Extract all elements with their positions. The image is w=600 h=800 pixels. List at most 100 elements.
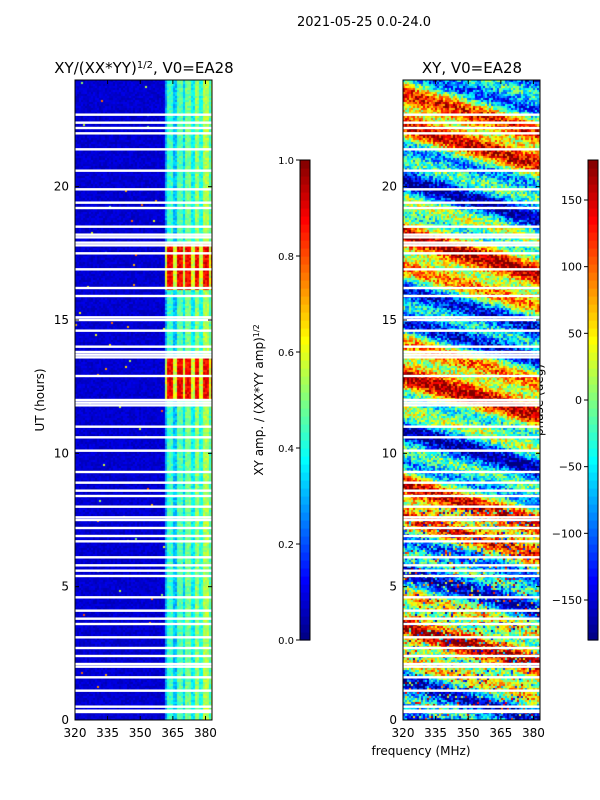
colorbar-segment (588, 576, 598, 585)
colorbar-segment (300, 424, 310, 433)
flagged-row (403, 374, 540, 378)
flagged-row (75, 436, 212, 439)
flagged-row (75, 401, 212, 404)
colorbar-segment (588, 248, 598, 257)
colorbar-segment (300, 632, 310, 641)
colorbar-segment (588, 488, 598, 497)
y-tick-label: 15 (54, 313, 69, 327)
colorbar-segment (300, 272, 310, 281)
flagged-row (403, 436, 540, 439)
colorbar-tick-label: −100 (552, 527, 582, 540)
flagged-row (75, 404, 212, 407)
left-title-prefix: XY/(XX*YY) (54, 59, 137, 77)
amp-colorbar-label-exponent: 1/2 (252, 324, 261, 337)
colorbar-segment (588, 528, 598, 537)
colorbar-segment (588, 184, 598, 193)
colorbar-segment (300, 208, 310, 217)
flagged-row (75, 236, 212, 239)
flagged-row (75, 233, 212, 236)
colorbar-segment (300, 232, 310, 241)
colorbar-segment (300, 584, 310, 593)
flagged-row (75, 516, 212, 519)
colorbar-segment (300, 416, 310, 425)
flagged-row (75, 710, 212, 714)
colorbar-segment (588, 632, 598, 641)
colorbar-segment (588, 320, 598, 329)
colorbar-segment (588, 296, 598, 305)
flagged-row (75, 518, 212, 522)
amp-colorbar-label-prefix: XY amp. / (XX*YY amp) (252, 337, 266, 475)
flagged-row (75, 329, 212, 332)
colorbar-segment (588, 192, 598, 201)
colorbar-segment (300, 160, 310, 169)
colorbar-segment (300, 568, 310, 577)
flagged-row (75, 225, 212, 228)
colorbar-segment (588, 352, 598, 361)
flagged-row (403, 470, 540, 474)
flagged-row (403, 252, 540, 255)
flagged-row (403, 398, 540, 402)
colorbar-segment (300, 280, 310, 289)
flagged-row (75, 252, 212, 255)
flagged-row (75, 316, 212, 319)
colorbar-tick-label: 1.0 (278, 156, 294, 167)
y-tick-label: 10 (382, 446, 397, 460)
colorbar-segment (588, 616, 598, 625)
colorbar-segment (300, 296, 310, 305)
colorbar-segment (300, 264, 310, 273)
colorbar-segment (300, 360, 310, 369)
flagged-row (403, 516, 540, 519)
flagged-row (75, 526, 212, 530)
colorbar-tick-label: 0 (575, 394, 582, 407)
flagged-row (403, 505, 540, 508)
colorbar-segment (588, 272, 598, 281)
colorbar-segment (300, 320, 310, 329)
colorbar-segment (588, 568, 598, 577)
y-tick-label: 0 (61, 713, 69, 727)
flagged-row (75, 646, 212, 650)
flagged-row (403, 556, 540, 559)
x-tick-label: 380 (194, 726, 217, 740)
x-tick-label: 365 (489, 726, 512, 740)
colorbar-segment (588, 448, 598, 457)
flagged-row (403, 345, 540, 348)
flagged-row (403, 233, 540, 236)
y-tick-label: 10 (54, 446, 69, 460)
flagged-row (75, 481, 212, 484)
colorbar-segment (300, 408, 310, 417)
flagged-row (75, 505, 212, 508)
colorbar-tick-label: −150 (552, 594, 582, 607)
colorbar-segment (588, 368, 598, 377)
flagged-row (75, 121, 212, 124)
flagged-row (403, 609, 540, 612)
flagged-row (403, 206, 540, 210)
colorbar-segment (300, 248, 310, 257)
colorbar-segment (588, 160, 598, 169)
flagged-row (75, 689, 212, 692)
amp-colorbar-frame (299, 159, 311, 641)
flagged-row (75, 449, 212, 452)
flagged-row (75, 148, 212, 151)
flagged-row (75, 574, 212, 578)
left-heatmap-layer: 320 335 350 365 380 0 5 10 15 20 (54, 79, 217, 740)
flagged-row (75, 665, 212, 668)
right-heatmap-layer: 320 335 350 365 380 0 5 10 15 20 (382, 79, 545, 740)
colorbar-segment (588, 208, 598, 217)
colorbar-segment (300, 336, 310, 345)
colorbar-tick-label: 0.6 (278, 348, 294, 359)
colorbar-segment (300, 312, 310, 321)
colorbar-segment (300, 512, 310, 521)
amp-plot-frame (74, 79, 213, 721)
colorbar-segment (588, 504, 598, 513)
flagged-row (75, 374, 212, 378)
flagged-row (403, 710, 540, 714)
flagged-row (75, 350, 212, 354)
colorbar-segment (300, 176, 310, 185)
colorbar-segment (300, 504, 310, 513)
colorbar-segment (588, 520, 598, 529)
flagged-row (403, 425, 540, 428)
figure-suptitle: 2021-05-25 0.0-24.0 (297, 15, 431, 30)
flagged-row (403, 622, 540, 626)
x-tick-label: 365 (161, 726, 184, 740)
